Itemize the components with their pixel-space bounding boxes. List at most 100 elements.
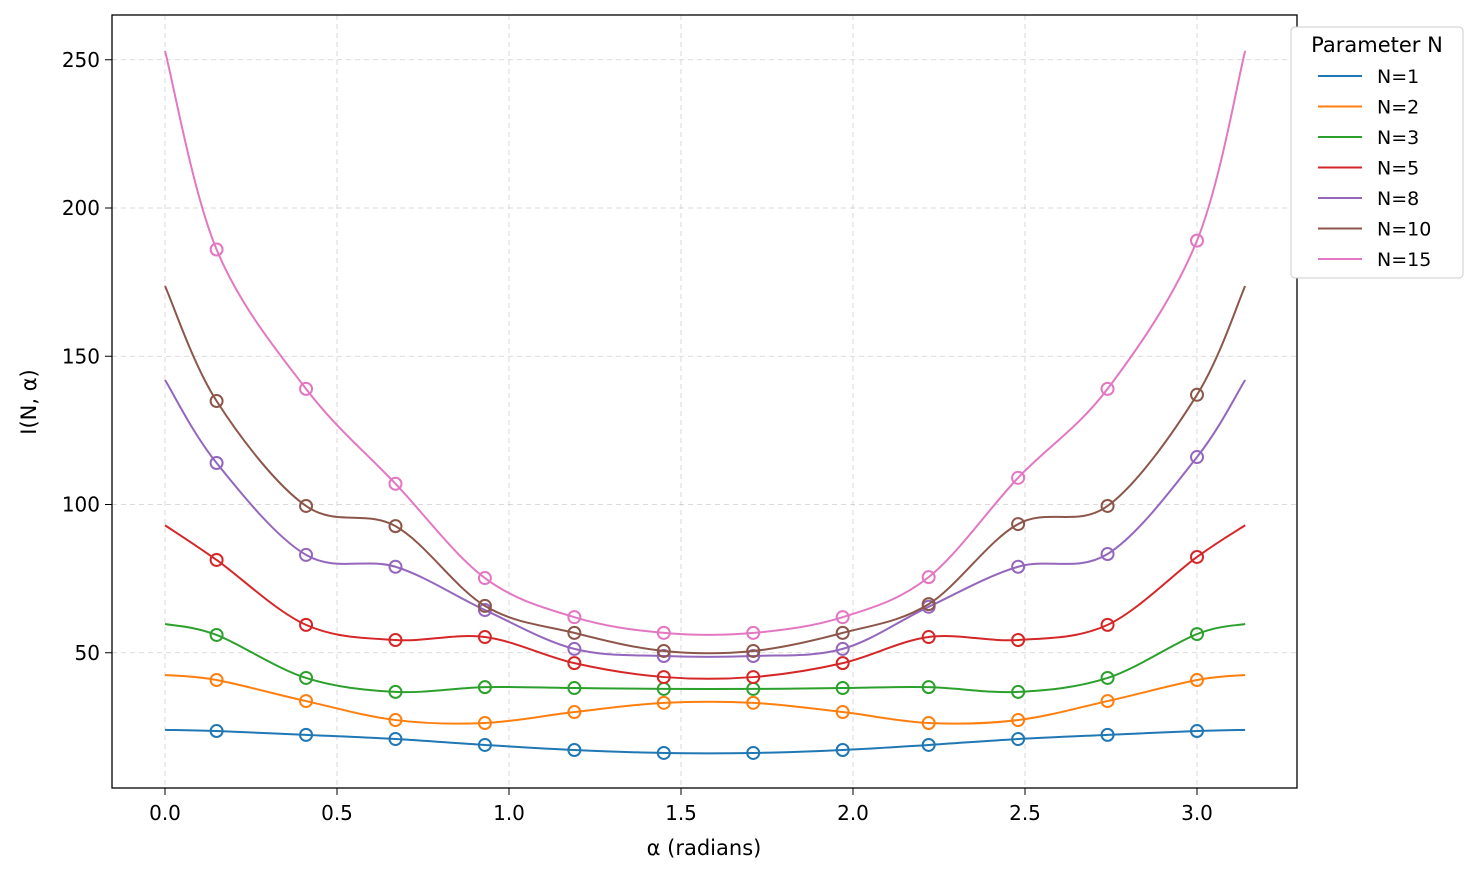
data-point [1100,498,1115,513]
data-point [1190,724,1204,739]
data-point [477,571,492,586]
series-line [164,673,1246,725]
data-point [388,519,403,534]
legend-label: N=1 [1377,66,1419,88]
x-tick-label: 3.0 [1181,801,1213,825]
data-point [299,381,314,396]
data-point [656,745,671,760]
data-point [921,630,936,645]
legend-item: N=2 [1318,97,1419,119]
series-n-2 [164,673,1246,731]
data-point [1100,381,1115,396]
data-point [1190,673,1204,688]
data-point [209,394,224,409]
series-line [164,379,1247,658]
data-point [299,547,314,562]
data-point [567,610,582,625]
series-n-15 [164,50,1247,640]
y-tick-label: 100 [62,493,100,517]
data-point [746,625,761,640]
data-point [835,705,850,720]
data-point [567,705,582,720]
legend-label: N=8 [1377,188,1419,210]
y-tick-label: 150 [62,344,100,368]
grid [112,15,1297,788]
y-axis-label: I(N, α) [17,369,41,434]
y-tick-label: 200 [62,196,100,220]
legend-item: N=15 [1318,249,1431,271]
data-point [921,716,936,731]
data-point [567,681,582,696]
data-point [477,598,492,613]
data-point [477,716,492,731]
data-point [746,745,761,760]
y-tick-label: 50 [75,641,100,665]
data-point [567,743,582,758]
data-point [299,727,314,742]
data-point [299,498,314,513]
data-point [299,617,314,632]
series-line [164,728,1246,755]
data-point [656,643,671,658]
data-point [656,670,671,685]
series-n-8 [164,379,1247,664]
data-point [299,694,314,709]
series-n-5 [164,524,1246,685]
legend-label: N=15 [1377,249,1431,271]
data-point [1011,517,1026,532]
data-point [477,630,492,645]
data-point [1100,694,1115,709]
data-point [209,724,224,739]
data-point [746,670,761,685]
data-point [388,476,403,491]
data-point [921,737,936,752]
data-point [209,242,224,257]
data-point [835,610,850,625]
axis-ticks: 0.0 0.5 1.0 1.5 2.0 2.5 3.0 50 100 150 200 250 [62,48,1213,825]
data-point [388,732,403,747]
series-line [164,524,1246,680]
series-n-1 [164,724,1246,760]
legend-label: N=10 [1377,219,1431,241]
data-point [209,552,224,567]
x-tick-label: 2.0 [837,801,869,825]
data-point [656,625,671,640]
data-point [1011,633,1026,648]
data-point [1100,547,1115,562]
series-lines [164,50,1247,760]
data-point [1100,670,1115,685]
legend-label: N=5 [1377,158,1419,180]
data-point [1190,627,1204,642]
data-point [388,559,403,574]
data-point [1190,450,1204,465]
x-tick-label: 1.5 [665,801,697,825]
legend: Parameter N N=1 N=2 N=3 N=5 N=8 N=10 N=15 [1290,26,1464,279]
data-point [1190,549,1204,564]
data-point [1011,713,1026,728]
legend-item: N=8 [1318,188,1419,210]
data-point [1011,684,1026,699]
data-point [835,641,850,656]
legend-item: N=10 [1318,219,1431,241]
data-point [567,641,582,656]
data-point [746,695,761,710]
data-point [209,627,224,642]
series-n-10 [164,285,1247,658]
data-point [1011,470,1026,485]
data-point [299,670,314,685]
data-point [388,633,403,648]
data-point [656,695,671,710]
legend-label: N=2 [1377,97,1419,119]
data-point [1190,387,1204,402]
x-tick-label: 0.0 [149,801,181,825]
legend-label: N=3 [1377,127,1419,149]
series-line [164,623,1246,694]
data-point [835,743,850,758]
legend-box [1290,26,1464,279]
legend-title: Parameter N [1311,33,1443,57]
data-point [921,597,936,612]
data-point [835,625,850,640]
x-tick-label: 2.5 [1009,801,1041,825]
plot-frame [111,14,1298,789]
